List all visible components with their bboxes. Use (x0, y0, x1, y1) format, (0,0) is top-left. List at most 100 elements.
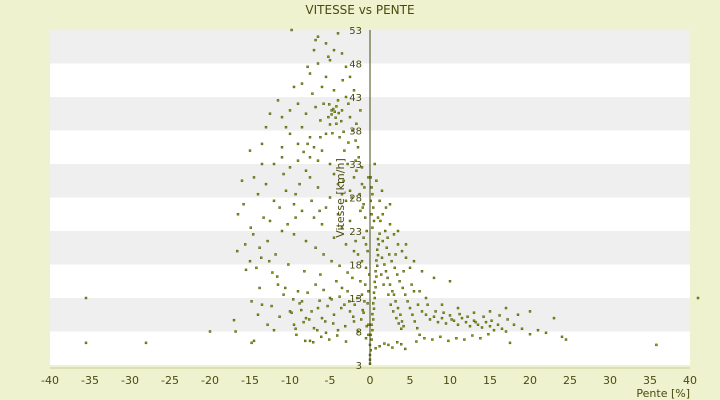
data-point (336, 334, 339, 337)
data-point (352, 315, 355, 318)
data-point (252, 176, 256, 179)
data-point (398, 280, 401, 283)
axes (50, 30, 690, 369)
data-point (370, 323, 373, 326)
y-tick-label: 13 (349, 294, 362, 305)
data-point (361, 308, 364, 312)
data-point (328, 103, 331, 106)
data-point (372, 307, 376, 310)
data-point (372, 206, 375, 209)
data-point (308, 176, 312, 179)
data-point (84, 341, 88, 345)
x-tick-label: -35 (81, 374, 99, 387)
data-point (378, 199, 381, 203)
data-point (306, 65, 309, 69)
data-point (366, 302, 369, 305)
data-point (337, 111, 340, 115)
data-point (412, 290, 416, 293)
data-point (270, 304, 273, 308)
data-point (282, 172, 285, 176)
data-point (404, 347, 407, 351)
data-point (344, 65, 348, 69)
data-point (327, 115, 330, 119)
data-point (310, 310, 313, 313)
data-point (328, 58, 332, 62)
data-point (391, 346, 394, 349)
data-point (487, 332, 490, 336)
x-tick-label: -15 (241, 374, 259, 387)
x-tick-label: 0 (367, 374, 374, 387)
data-point (370, 186, 373, 189)
data-point (436, 320, 440, 324)
x-tick-label: -20 (201, 374, 219, 387)
data-point (336, 182, 340, 186)
data-point (380, 273, 383, 276)
data-point (448, 314, 452, 317)
data-point (490, 319, 493, 322)
data-point (292, 298, 295, 301)
data-point (243, 243, 247, 246)
data-point (344, 243, 348, 246)
data-point (318, 209, 321, 213)
data-point (360, 259, 364, 263)
data-point (332, 236, 336, 239)
data-point (375, 275, 378, 278)
data-point (292, 233, 296, 236)
y-tick-label: 48 (349, 60, 362, 71)
data-point (363, 300, 366, 303)
data-point (308, 135, 312, 139)
data-point (355, 122, 358, 126)
data-point (274, 253, 277, 256)
data-point (354, 239, 357, 243)
data-point (347, 141, 350, 144)
data-point (372, 302, 375, 305)
data-point (344, 340, 348, 343)
x-tick-label: 25 (563, 374, 577, 387)
data-point (408, 266, 412, 270)
data-point (144, 341, 148, 345)
data-point (396, 229, 400, 233)
data-point (424, 313, 428, 316)
data-point (364, 283, 367, 286)
data-point (332, 107, 335, 111)
x-tick-label: -5 (325, 374, 336, 387)
data-point (456, 306, 460, 310)
data-point (356, 296, 359, 300)
data-point (412, 259, 416, 263)
data-point (296, 102, 300, 105)
data-point (416, 303, 420, 306)
data-point (373, 296, 376, 300)
data-point (396, 273, 399, 276)
data-point (361, 206, 364, 209)
data-point (312, 216, 316, 219)
data-point (348, 115, 352, 119)
data-point (376, 237, 380, 241)
data-point (364, 243, 368, 246)
data-point (332, 172, 336, 176)
data-point (312, 326, 316, 330)
data-point (373, 162, 376, 166)
data-point (324, 331, 328, 335)
data-point (472, 311, 476, 314)
data-point (456, 323, 460, 326)
data-point (336, 32, 340, 35)
data-point (272, 328, 276, 332)
data-point (278, 315, 281, 318)
data-point (382, 283, 385, 286)
data-point (276, 99, 280, 102)
data-point (332, 89, 336, 92)
data-point (413, 320, 416, 323)
data-point (356, 330, 360, 333)
data-point (395, 316, 398, 320)
data-point (304, 316, 308, 320)
data-point (450, 318, 453, 321)
data-point (342, 130, 345, 134)
x-tick-label: 30 (603, 374, 617, 387)
data-point (432, 315, 436, 318)
x-axis-ticks: -40 -35 -30 -25 -20 -15 -10 -5 0 5 10 15 20 25 30 35 40 (41, 374, 697, 387)
data-point (386, 236, 389, 239)
data-point (288, 310, 292, 313)
data-point (338, 264, 341, 268)
data-point (420, 270, 424, 273)
data-point (492, 328, 496, 332)
